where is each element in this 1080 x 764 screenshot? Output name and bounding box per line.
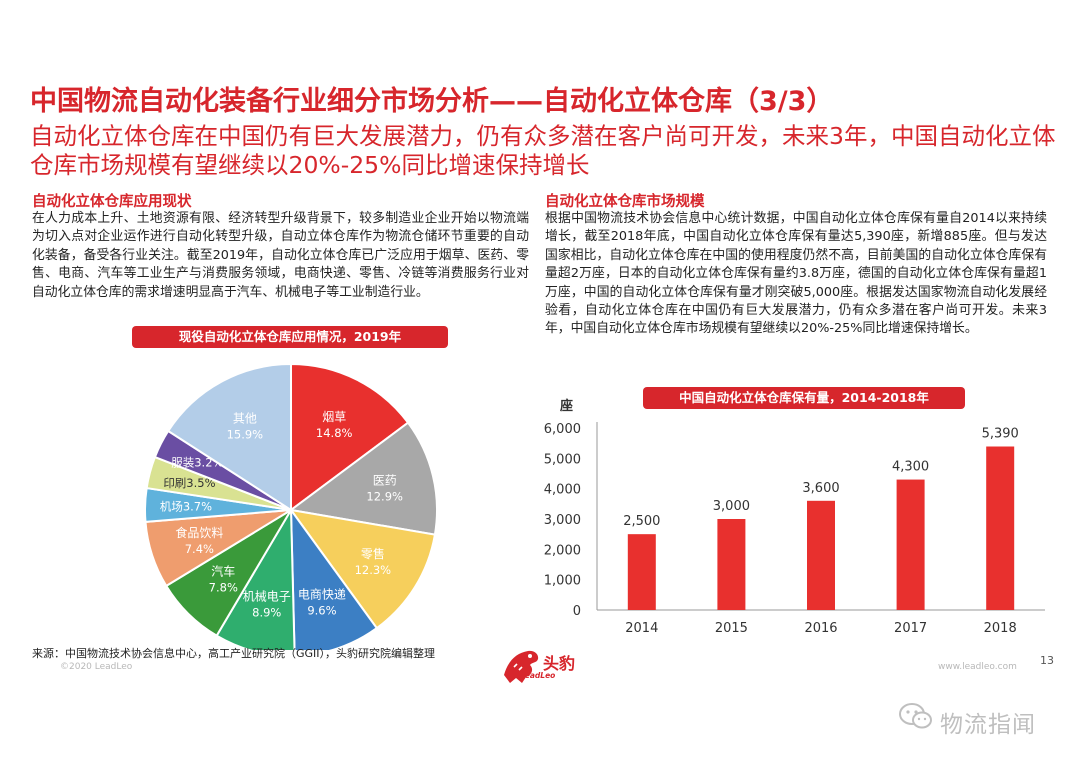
bar-y-tick-1: 1,000 (544, 574, 581, 589)
pie-label-4: 机械电子 (243, 588, 291, 603)
pie-slice-3 (289, 506, 379, 650)
pie-value-4: 8.9% (252, 605, 281, 619)
pie-chart-banner: 现役自动化立体仓库应用情况，2019年 (132, 326, 448, 348)
bar-y-tick-5: 5,000 (544, 452, 581, 467)
pie-label-3: 电商快递 (298, 586, 346, 601)
pie-slice-4 (215, 506, 296, 650)
logo-text: 头豹 (543, 654, 576, 673)
leopard-logo-icon (504, 650, 539, 683)
pie-label-8: 印刷3.5% (163, 476, 215, 490)
bar-value-label-3: 4,300 (892, 460, 929, 475)
bar-y-tick-3: 3,000 (544, 513, 581, 528)
pie-slice-1 (288, 421, 438, 536)
pie-value-10: 15.9% (227, 427, 264, 441)
right-section-heading: 自动化立体仓库市场规模 (545, 194, 705, 210)
page-subtitle: 自动化立体仓库在中国仍有巨大发展潜力，仍有众多潜在客户尚可开发，未来3年，中国自… (30, 122, 1056, 179)
bar-value-label-2: 3,600 (802, 481, 839, 496)
pie-value-5: 7.8% (209, 581, 238, 595)
pie-value-3: 9.6% (307, 603, 336, 617)
copyright: ©2020 LeadLeo (60, 662, 133, 672)
page-title: 中国物流自动化装备行业细分市场分析——自动化立体仓库（3/3） (30, 86, 834, 117)
pie-label-6: 食品饮料 (175, 525, 223, 540)
pie-slice-10 (166, 362, 292, 512)
bar-y-tick-2: 2,000 (544, 543, 581, 558)
pie-value-2: 12.3% (355, 563, 392, 577)
bar-value-label-4: 5,390 (982, 427, 1019, 442)
logo-subtext: LeadLeo (520, 671, 556, 680)
left-section-heading: 自动化立体仓库应用现状 (32, 194, 192, 210)
bar-y-tick-4: 4,000 (544, 483, 581, 498)
bar-category-label-2: 2016 (804, 621, 837, 636)
bar-category-label-3: 2017 (894, 621, 927, 636)
pie-label-7: 机场3.7% (160, 499, 212, 513)
pie-label-1: 医药 (373, 474, 397, 488)
bar-y-axis-label: 座 (559, 398, 573, 414)
pie-label-10: 其他 (233, 411, 257, 425)
right-paragraph: 根据中国物流技术协会信息中心统计数据，中国自动化立体仓库保有量自2014以来持续… (545, 211, 1047, 337)
pie-value-6: 7.4% (185, 542, 214, 556)
pie-slice-2 (288, 508, 437, 630)
watermark-text: 物流指闻 (940, 712, 1036, 738)
source-note: 来源：中国物流技术协会信息中心，高工产业研究院（GGII），头豹研究院编辑整理 (32, 647, 436, 660)
bar-2018 (986, 446, 1015, 610)
pie-value-1: 12.9% (366, 490, 403, 504)
website-url: www.leadleo.com (938, 662, 1017, 672)
bar-value-label-0: 2,500 (623, 514, 660, 529)
pie-label-0: 烟草 (322, 410, 346, 424)
page-number: 13 (1040, 654, 1054, 667)
bar-chart: 座 0 1,000 2,000 3,000 4,000 5,000 6,000 2,500 201… (544, 398, 1045, 636)
bar-2017 (896, 479, 925, 610)
bar-category-label-1: 2015 (715, 621, 748, 636)
bar-chart-banner: 中国自动化立体仓库保有量，2014-2018年 (643, 387, 965, 409)
bar-2014 (627, 534, 656, 610)
bar-value-label-1: 3,000 (713, 499, 750, 514)
wechat-icon (899, 703, 932, 729)
bar-2016 (807, 500, 835, 610)
pie-label-2: 零售 (361, 546, 385, 561)
pie-slice-0 (290, 362, 410, 512)
pie-value-0: 14.8% (316, 426, 353, 440)
left-paragraph: 在人力成本上升、土地资源有限、经济转型升级背景下，较多制造业企业开始以物流端为切… (32, 211, 529, 300)
pie-label-5: 汽车 (211, 564, 235, 579)
bar-2015 (717, 519, 746, 610)
bar-category-label-4: 2018 (984, 621, 1017, 636)
pie-chart: 烟草 14.8% 医药 12.9% 零售 12.3% 电商快递 9.6% 机械电子 8.9% 汽车 7… (144, 362, 438, 650)
bar-y-tick-6: 6,000 (544, 422, 581, 437)
bar-y-tick-0: 0 (573, 604, 581, 619)
bar-category-label-0: 2014 (625, 621, 658, 636)
